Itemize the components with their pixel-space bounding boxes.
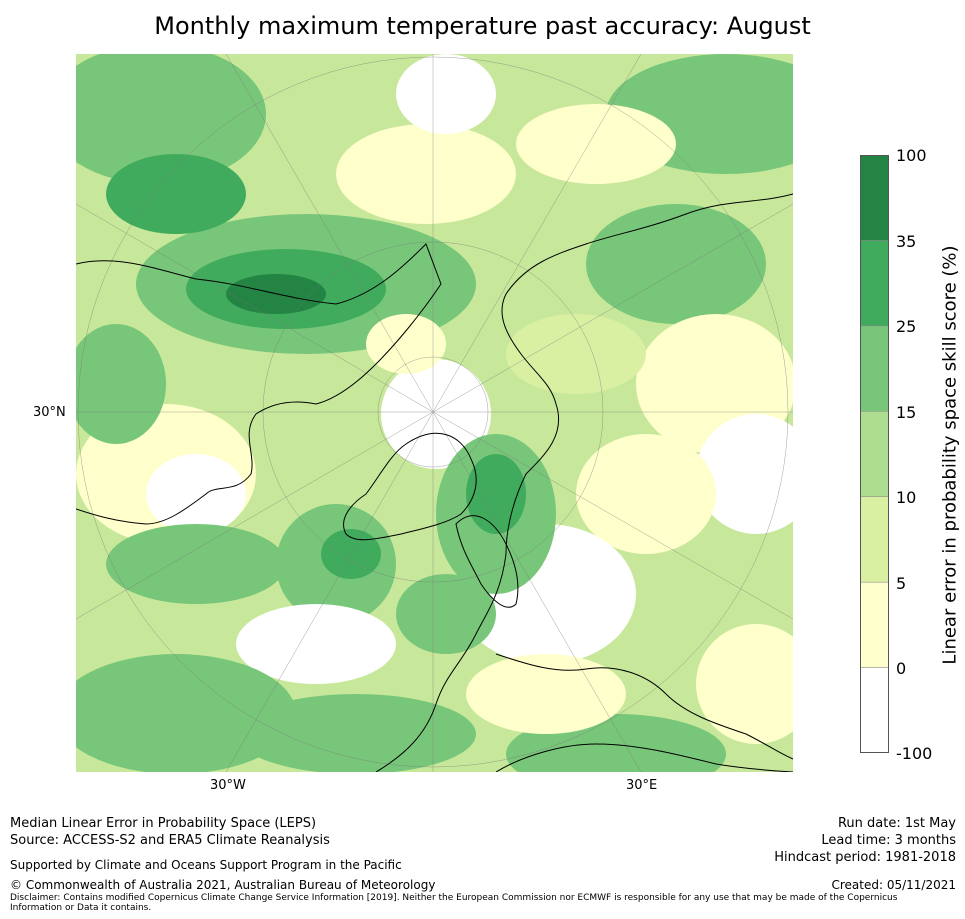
coast-eurasia — [375, 193, 793, 772]
colorbar-segment — [860, 240, 889, 327]
colorbar-tick-label: 25 — [896, 317, 917, 336]
colorbar-segment — [860, 667, 889, 753]
footer-created: Created: 05/11/2021 — [831, 878, 956, 892]
colorbar-tick-label: 15 — [896, 403, 917, 422]
footer-method: Median Linear Error in Probability Space… — [10, 816, 317, 831]
skill-field — [76, 54, 793, 772]
polar-map — [76, 54, 793, 772]
footer-disclaimer: Disclaimer: Contains modified Copernicus… — [10, 893, 898, 913]
footer-support: Supported by Climate and Oceans Support … — [10, 858, 402, 872]
footer-source: Source: ACCESS-S2 and ERA5 Climate Reana… — [10, 833, 330, 848]
colorbar-tick-label: 10 — [896, 488, 917, 507]
colorbar-tick-label: 35 — [896, 232, 917, 251]
latitude-label: 30°N — [33, 405, 66, 420]
footer-hindcast: Hindcast period: 1981-2018 — [774, 850, 956, 865]
footer-lead-time: Lead time: 3 months — [821, 833, 956, 848]
colorbar-segment — [860, 581, 889, 668]
footer-copyright: © Commonwealth of Australia 2021, Austra… — [10, 878, 436, 892]
colorbar — [860, 155, 889, 753]
colorbar-segment — [860, 155, 889, 241]
coast-africa — [495, 743, 793, 772]
colorbar-tick-label: 0 — [896, 659, 907, 678]
colorbar-tick-label: 5 — [896, 574, 907, 593]
longitude-label-west: 30°W — [210, 778, 246, 793]
colorbar-segment — [860, 496, 889, 583]
colorbar-segment — [860, 411, 889, 497]
graticule — [76, 54, 793, 772]
longitude-label-east: 30°E — [626, 778, 658, 793]
coast-north-america — [76, 243, 442, 525]
coast-greenland — [343, 432, 477, 541]
coastlines — [76, 193, 793, 772]
coast-scandinavia — [455, 515, 519, 608]
colorbar-tick-label: -100 — [896, 744, 933, 763]
chart-title: Monthly maximum temperature past accurac… — [154, 12, 811, 40]
footer-run-date: Run date: 1st May — [837, 816, 956, 831]
colorbar-title: Linear error in probability space skill … — [939, 245, 961, 665]
colorbar-segment — [860, 325, 889, 412]
colorbar-tick-label: 100 — [896, 146, 927, 165]
coast-europe-south — [495, 653, 793, 760]
